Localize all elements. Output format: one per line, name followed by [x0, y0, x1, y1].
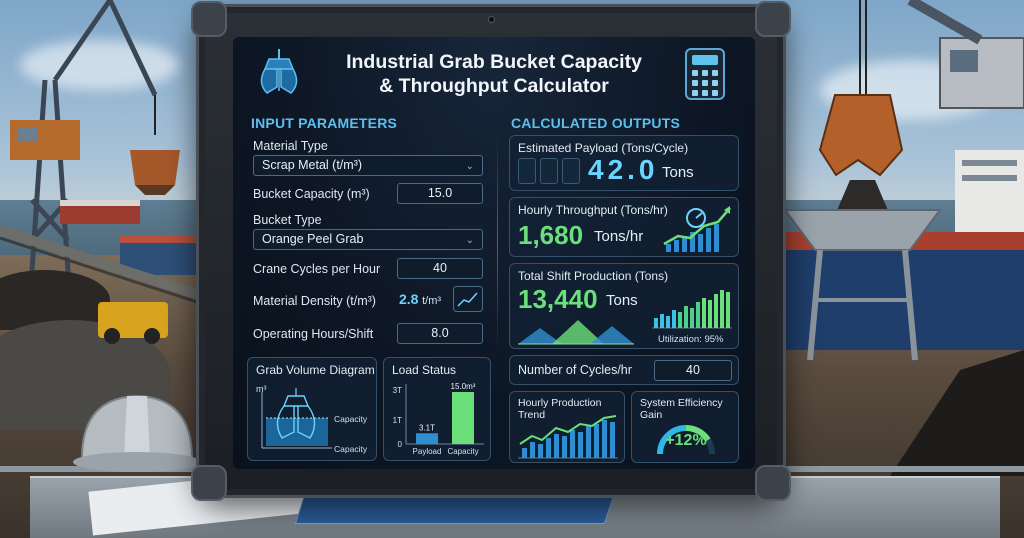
estimated-payload-unit: Tons — [662, 164, 694, 181]
right-crane-illustration — [780, 0, 1024, 476]
title-line-2: & Throughput Calculator — [379, 75, 609, 97]
hourly-production-trend-chart — [518, 415, 618, 459]
load-status-title: Load Status — [392, 363, 457, 377]
material-type-select[interactable]: Scrap Metal (t/m³) ⌄ — [253, 155, 483, 176]
load-status-chart: 3T 1T 0 3.1T Payload 15.0m³ Capacity — [393, 382, 484, 456]
diagram-axis-unit: m³ — [256, 384, 267, 394]
efficiency-gauge-icon — [657, 424, 715, 455]
page-title: Industrial Grab Bucket Capacity & Throug… — [325, 50, 663, 98]
digit-cell — [518, 158, 536, 184]
material-density-readout: 2.8 t/m³ — [399, 291, 441, 307]
tablet-corner-bumper — [191, 1, 227, 37]
load-status-panel: Load Status 3T 1T 0 3.1T Payload 15.0m³ Capaci… — [383, 357, 491, 461]
capacity-label-bottom: Capacity — [334, 444, 368, 454]
bar-value-label: 15.0m³ — [451, 382, 476, 391]
digit-cell — [540, 158, 558, 184]
bucket-type-label: Bucket Type — [253, 213, 322, 227]
material-density-label: Material Density (t/m³) — [253, 294, 376, 308]
number-of-cycles-value: 40 — [654, 360, 732, 381]
bucket-type-value: Orange Peel Grab — [262, 232, 364, 246]
calculator-screen: Industrial Grab Bucket Capacity & Throug… — [233, 37, 755, 469]
digit-cell — [562, 158, 580, 184]
material-type-value: Scrap Metal (t/m³) — [262, 158, 363, 172]
y-tick-label: 0 — [398, 440, 403, 449]
left-crane-illustration — [10, 0, 180, 300]
category-label: Capacity — [447, 447, 478, 456]
rugged-tablet: Industrial Grab Bucket Capacity & Throug… — [191, 1, 791, 501]
estimated-payload-card: Estimated Payload (Tons/Cycle) 42.0 Tons — [509, 135, 739, 191]
app-header: Industrial Grab Bucket Capacity & Throug… — [233, 37, 755, 109]
camera-icon — [488, 16, 495, 23]
estimated-payload-value: 42.0 — [588, 154, 659, 185]
y-tick-label: 3T — [393, 386, 402, 395]
tablet-corner-bumper — [191, 465, 227, 501]
material-piles-icon — [518, 320, 634, 345]
estimated-payload-title: Estimated Payload (Tons/Cycle) — [518, 141, 689, 155]
input-parameters-heading: INPUT PARAMETERS — [251, 115, 398, 131]
bar-capacity — [452, 392, 474, 444]
number-of-cycles-label: Number of Cycles/hr — [518, 363, 632, 377]
tablet-corner-bumper — [755, 465, 791, 501]
throughput-gauge-chart-icon — [663, 206, 731, 252]
grab-bucket-diagram — [261, 388, 332, 449]
calculated-outputs-heading: CALCULATED OUTPUTS — [511, 115, 680, 131]
bar-value-label: 3.1T — [419, 423, 435, 432]
category-label: Payload — [413, 447, 442, 456]
crane-cycles-label: Crane Cycles per Hour — [253, 262, 381, 276]
ship — [60, 200, 140, 224]
operating-hours-input[interactable]: 8.0 — [397, 323, 483, 344]
grab-volume-diagram-title: Grab Volume Diagram — [256, 363, 375, 377]
total-shift-production-title: Total Shift Production (Tons) — [518, 269, 669, 283]
total-shift-production-card: Total Shift Production (Tons) 13,440 Ton… — [509, 263, 739, 349]
utilization-bar-chart — [652, 290, 732, 329]
capacity-label-top: Capacity — [334, 414, 368, 424]
chevron-down-icon: ⌄ — [465, 235, 474, 246]
hourly-throughput-title: Hourly Throughput (Tons/hr) — [518, 203, 668, 217]
crane-cycles-input[interactable]: 40 — [397, 258, 483, 279]
density-unit: t/m³ — [422, 295, 442, 307]
utilization-label: Utilization: 95% — [658, 334, 724, 345]
hourly-production-trend-title: Hourly Production Trend — [518, 397, 602, 421]
hourly-throughput-unit: Tons/hr — [594, 228, 644, 245]
total-shift-production-value: 13,440 — [518, 284, 598, 314]
bucket-capacity-label: Bucket Capacity (m³) — [253, 187, 370, 201]
grab-volume-diagram-panel: Grab Volume Diagram m³ Capacity Capacity — [247, 357, 377, 461]
section-divider — [497, 133, 498, 353]
hourly-throughput-card: Hourly Throughput (Tons/hr) 1,680 Tons/h… — [509, 197, 739, 257]
bucket-capacity-input[interactable]: 15.0 — [397, 183, 483, 204]
material-type-label: Material Type — [253, 139, 328, 153]
operating-hours-label: Operating Hours/Shift — [253, 327, 374, 341]
bar-payload — [416, 433, 438, 444]
chevron-down-icon: ⌄ — [465, 161, 474, 172]
bucket-type-select[interactable]: Orange Peel Grab ⌄ — [253, 229, 483, 250]
title-line-1: Industrial Grab Bucket Capacity — [346, 51, 642, 73]
density-chart-icon[interactable] — [453, 286, 483, 312]
y-tick-label: 1T — [393, 416, 402, 425]
tablet-corner-bumper — [755, 1, 791, 37]
hard-hat-icon — [73, 394, 201, 472]
system-efficiency-gain-value: +12% — [665, 432, 707, 449]
density-value: 2.8 — [399, 291, 419, 307]
hourly-throughput-value: 1,680 — [518, 220, 584, 250]
loader-vehicle — [98, 302, 168, 344]
hourly-production-trend-card: Hourly Production Trend — [509, 391, 625, 463]
conveyor — [0, 225, 200, 305]
system-efficiency-gain-card: System Efficiency Gain +12% — [631, 391, 739, 463]
grab-bucket-icon — [260, 49, 298, 94]
number-of-cycles-card: Number of Cycles/hr 40 — [509, 355, 739, 385]
total-shift-production-unit: Tons — [606, 292, 638, 309]
system-efficiency-gain-title: System Efficiency Gain — [640, 397, 723, 421]
calculator-icon[interactable] — [685, 48, 725, 100]
